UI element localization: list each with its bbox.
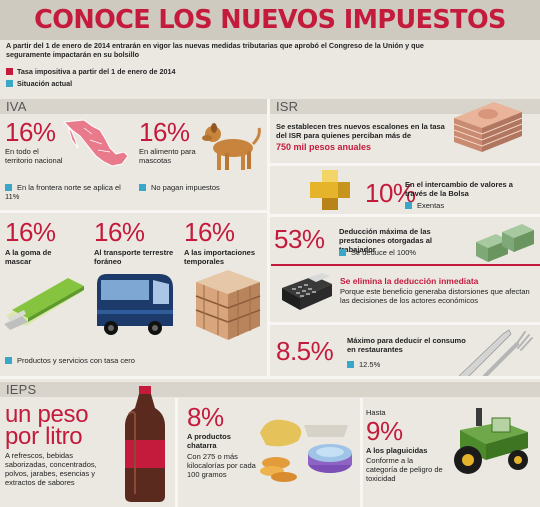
isr-elimina-text: Porque este beneficio generaba distorsio… [340,287,530,305]
status-swatch [405,202,412,209]
column-divider [267,99,270,378]
legend-item-new-rate: Tasa impositiva a partir del 1 de enero … [6,67,175,76]
isr-section-title: ISR [276,99,299,114]
legend-item-current: Situación actual [6,79,72,88]
isr-label-restaurantes: Máximo para deducir el consumo en restau… [347,336,466,354]
ieps-peso-line1: un peso [5,401,89,428]
wooden-crate-icon [195,270,261,340]
legend-teal-swatch [6,80,13,87]
isr-header-bar [270,99,540,114]
iva-note-mascotas: No pagan impuestos [139,183,267,192]
isr-row-divider [270,163,540,166]
ieps-section-title: IEPS [6,382,37,397]
iva-label-transporte: Al transporte terrestre foráneo [94,248,174,266]
iva-row-divider [0,210,267,213]
isr-note-restaurantes: 12.5% [347,360,380,369]
legend-label: Situación actual [17,79,73,88]
isr-red-rule [271,264,540,266]
isr-row-divider [270,214,540,217]
dog-icon [202,123,261,170]
iva-section-title: IVA [6,99,27,114]
iva-pct-mascotas: 16% [139,117,190,147]
bills-icon [476,224,534,262]
ieps-note-chatarra: Con 275 o más kilocalorías por cada 100 … [187,452,256,479]
isr-elimina-title: Se elimina la deducción inmediata [340,276,479,286]
isr-pct-restaurantes: 8.5% [276,336,334,366]
ieps-header-bar [0,382,540,397]
isr-intro-highlight: 750 mil pesos anuales [276,142,372,152]
intro-text: A partir del 1 de enero de 2014 entrarán… [6,41,424,59]
soda-bottle-icon [125,386,165,502]
isr-pct-prestaciones: 53% [274,224,325,254]
status-swatch [5,357,12,364]
status-swatch [347,361,354,368]
mexico-map-icon [62,119,129,167]
isr-intro: Se establecen tres nuevos escalones en l… [276,122,445,140]
ieps-label-plaguicidas: A los plaguicidas [366,446,428,455]
money-stack-icon [453,102,523,152]
ieps-label-chatarra: A productos chatarra [187,432,231,450]
ieps-refrescos-text: A refrescos, bebidas saborizadas, concen… [5,451,97,487]
ieps-divider [360,398,363,507]
isr-row-divider [270,322,540,325]
iva-note-frontera: En la frontera norte se aplica el 11% [5,183,121,201]
iva-label-goma: A la goma de mascar [5,248,52,266]
isr-label-bolsa: En el intercambio de valores a través de… [405,180,513,198]
ieps-hasta: Hasta [366,408,386,417]
ieps-pct-plaguicidas: 9% [366,416,403,446]
iva-label-mascotas: En alimento para mascotas [139,147,196,165]
isr-note-bolsa: Exentas [405,201,444,210]
iva-header-bar [0,99,267,114]
iva-footer-note: Productos y servicios con tasa cero [5,356,255,365]
iva-pct-transporte: 16% [94,217,145,247]
chewing-gum-icon [4,278,84,330]
isr-label-prestaciones: Deducción máxima de las prestaciones oto… [339,227,432,254]
junk-food-icon [260,419,352,482]
iva-pct-goma: 16% [5,217,56,247]
calculator-icon [282,273,332,310]
infographic-title: CONOCE LOS NUEVOS IMPUESTOS [0,0,540,40]
status-swatch [339,249,346,256]
legend-red-swatch [6,68,13,75]
isr-note-prestaciones: Se deduce el 100% [339,248,416,257]
isr-pct-bolsa: 10% [365,178,416,208]
ieps-note-plaguicidas: Conforme a la categoría de peligro de to… [366,456,443,483]
legend-label: Tasa impositiva a partir del 1 de enero … [17,67,176,76]
ieps-top-divider [0,376,540,379]
iva-pct-importaciones: 16% [184,217,235,247]
iva-label-territorio: En todo el territorio nacional [5,147,63,165]
ieps-pct-chatarra: 8% [187,402,224,432]
ieps-divider [175,398,178,507]
iva-pct-territorio: 16% [5,117,56,147]
gold-cross-icon [310,170,350,210]
iva-label-importaciones: A las importaciones temporales [184,248,255,266]
knife-fork-icon [458,329,533,379]
status-swatch [5,184,12,191]
bus-icon [97,274,173,335]
tractor-icon [454,408,528,474]
ieps-peso-line2: por litro [5,423,83,450]
status-swatch [139,184,146,191]
